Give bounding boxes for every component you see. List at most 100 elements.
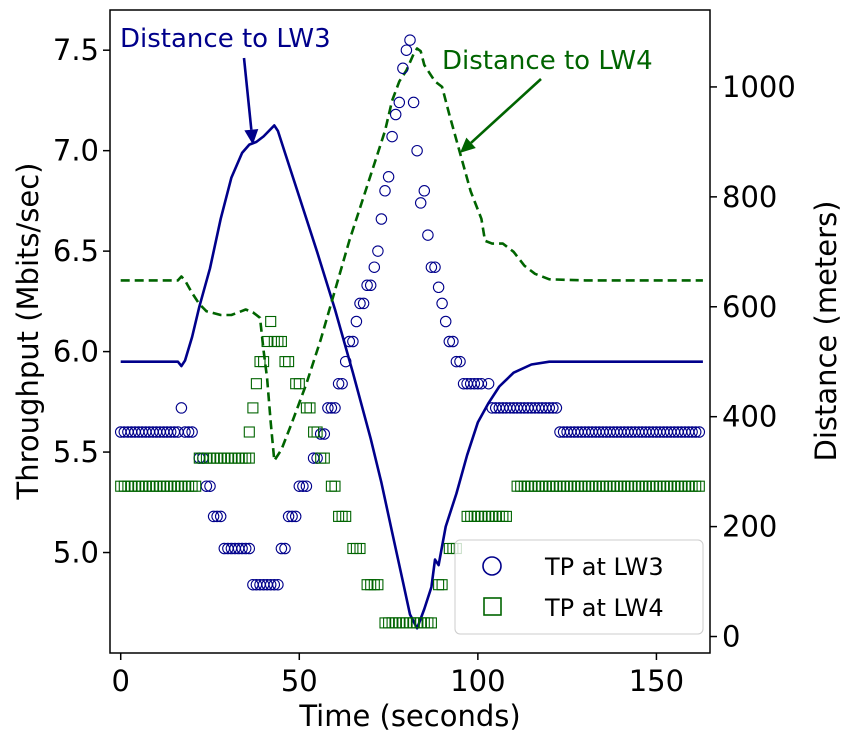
- legend-square-marker: [483, 597, 502, 616]
- data-point-lw3: [293, 480, 306, 492]
- y-left-tick-label: 6.0: [53, 335, 99, 369]
- data-point-lw3: [364, 279, 377, 292]
- data-point-lw4: [161, 480, 173, 492]
- y-left-tick-label: 7.5: [53, 33, 99, 67]
- data-point-lw4: [129, 480, 141, 492]
- data-point-lw3: [282, 510, 295, 523]
- data-point-lw4: [215, 452, 227, 464]
- data-point-lw4: [268, 335, 280, 348]
- series-line-2: [120, 124, 703, 630]
- data-point-lw3: [264, 578, 277, 591]
- data-point-lw4: [672, 480, 684, 492]
- y-left-tick-label: 7.0: [53, 134, 99, 168]
- data-point-lw4: [225, 452, 237, 464]
- data-point-lw4: [379, 617, 391, 629]
- data-point-lw3: [322, 402, 334, 414]
- data-point-lw3: [475, 377, 488, 390]
- data-point-lw4: [336, 510, 348, 522]
- data-point-lw4: [536, 480, 548, 492]
- data-point-lw3: [418, 185, 431, 197]
- data-point-lw4: [525, 480, 537, 492]
- annotation-layer: Distance to LW3 Distance to LW4: [120, 24, 653, 153]
- data-point-lw3: [325, 402, 338, 414]
- data-point-lw3: [204, 480, 216, 492]
- data-point-lw4: [168, 480, 180, 492]
- data-point-lw3: [279, 542, 291, 555]
- ticks-layer: 0 50 100 150 5.0 5.5 6.0 6.5 7.0 7.5 0 200 400 600 800…: [53, 33, 796, 698]
- data-point-lw4: [636, 480, 648, 492]
- data-point-lw3: [400, 44, 413, 56]
- data-point-lw4: [118, 480, 130, 492]
- data-point-lw4: [361, 579, 373, 591]
- data-point-lw3: [354, 297, 366, 310]
- data-point-lw4: [279, 356, 291, 368]
- data-point-lw4: [400, 617, 412, 629]
- data-point-lw4: [218, 452, 230, 464]
- data-point-lw4: [690, 480, 702, 492]
- data-point-lw3: [347, 335, 359, 348]
- data-point-lw4: [575, 480, 587, 492]
- data-point-lw4: [300, 402, 312, 414]
- data-point-lw4: [658, 480, 670, 492]
- y-right-axis-label: Distance (meters): [809, 201, 843, 462]
- data-point-lw4: [572, 480, 584, 492]
- data-point-lw4: [686, 480, 698, 492]
- y-left-axis-label: Throughput (Mbits/sec): [11, 163, 45, 501]
- data-point-lw3: [393, 96, 406, 109]
- data-point-lw3: [686, 426, 698, 438]
- data-point-lw3: [236, 542, 248, 555]
- data-point-lw4: [529, 480, 541, 492]
- data-point-lw4: [472, 510, 484, 522]
- data-point-lw4: [304, 402, 316, 414]
- y-right-tick-label: 600: [722, 290, 777, 324]
- data-point-lw4: [500, 510, 512, 522]
- data-point-lw3: [450, 355, 463, 368]
- data-point-lw4: [275, 335, 287, 348]
- annotation-text: Distance to LW3: [120, 24, 331, 54]
- x-tick-label: 0: [111, 664, 129, 698]
- legend-label-lw3: TP at LW3: [544, 553, 664, 581]
- data-point-lw4: [625, 480, 637, 492]
- data-point-lw4: [436, 579, 448, 591]
- data-point-lw4: [247, 402, 259, 414]
- data-point-lw4: [147, 480, 159, 492]
- data-point-lw3: [207, 510, 220, 523]
- data-point-lw4: [497, 510, 509, 522]
- data-point-lw4: [158, 480, 170, 492]
- data-point-lw4: [179, 480, 191, 492]
- data-point-lw4: [329, 480, 341, 492]
- data-point-lw4: [518, 480, 530, 492]
- data-point-lw4: [579, 480, 591, 492]
- data-point-lw3: [443, 335, 456, 348]
- data-point-lw3: [429, 261, 441, 273]
- data-point-lw4: [483, 510, 495, 522]
- data-point-lw4: [647, 480, 659, 492]
- annotation-arrow-head: [244, 129, 259, 145]
- data-point-lw4: [650, 480, 662, 492]
- data-point-lw4: [383, 617, 395, 629]
- data-point-lw4: [390, 617, 402, 629]
- data-point-lw4: [115, 480, 127, 492]
- data-point-lw4: [283, 356, 295, 368]
- data-point-lw4: [236, 452, 248, 464]
- legend-box: [454, 539, 704, 635]
- data-point-lw4: [608, 480, 620, 492]
- data-point-lw4: [183, 480, 195, 492]
- annotation-arrow-head: [460, 137, 476, 153]
- data-point-lw4: [522, 480, 534, 492]
- data-point-lw3: [329, 402, 341, 414]
- data-point-lw4: [443, 542, 455, 555]
- data-point-lw4: [229, 452, 241, 464]
- data-point-lw4: [333, 510, 345, 522]
- data-point-lw4: [393, 617, 405, 629]
- data-point-lw4: [675, 480, 687, 492]
- data-point-lw4: [622, 480, 634, 492]
- data-point-lw4: [350, 542, 362, 555]
- data-point-lw3: [379, 185, 391, 197]
- data-point-lw3: [414, 197, 427, 209]
- data-point-lw4: [468, 510, 480, 522]
- x-tick-label: 50: [281, 664, 318, 698]
- data-point-lw4: [586, 480, 598, 492]
- data-point-lw3: [243, 542, 256, 555]
